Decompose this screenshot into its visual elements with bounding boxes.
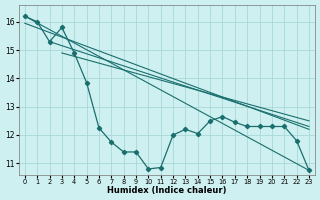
X-axis label: Humidex (Indice chaleur): Humidex (Indice chaleur) (107, 186, 227, 195)
